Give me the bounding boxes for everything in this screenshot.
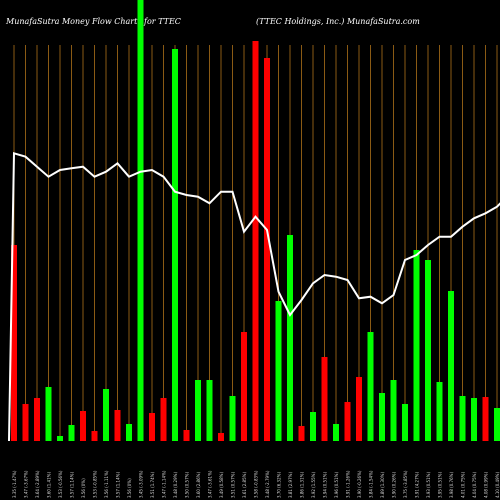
bar-green bbox=[402, 404, 408, 441]
x-tick-label: 3.90 (-0.26%) bbox=[357, 470, 362, 498]
x-tick-label: 3.56 (0%) bbox=[81, 478, 86, 498]
bar-red bbox=[482, 397, 489, 441]
bar-red bbox=[252, 41, 259, 441]
bar-green bbox=[206, 380, 213, 441]
x-tick-label: 3.51 (1.74%) bbox=[150, 472, 155, 498]
x-tick-label: 3.89 (1.30%) bbox=[380, 472, 385, 498]
price-line-group bbox=[8, 151, 500, 442]
bar-red bbox=[218, 433, 224, 441]
bar-red bbox=[160, 398, 167, 441]
bar-red bbox=[344, 402, 351, 441]
bar-red bbox=[149, 413, 155, 441]
x-tick-label: 3.98 (0.76%) bbox=[449, 472, 454, 498]
x-tick-label: 3.50 (0.57%) bbox=[185, 472, 190, 498]
chart-title-right: (TTEC Holdings, Inc.) MunafaSutra.com bbox=[256, 17, 420, 26]
bar-green bbox=[436, 382, 443, 441]
x-tick-label: 3.47 (-1.14%) bbox=[162, 470, 167, 498]
bar-green bbox=[459, 396, 466, 441]
bar-green bbox=[390, 380, 397, 441]
x-tick-label: 3.92 (1.55%) bbox=[311, 472, 316, 498]
bar-red bbox=[34, 398, 40, 441]
x-tick-label: 4.10 (0.49%) bbox=[495, 472, 500, 498]
bar-red bbox=[22, 404, 29, 441]
x-tick-label: 3.81 (2.97%) bbox=[288, 472, 293, 498]
x-tick-label: 4.01 (0.75%) bbox=[461, 472, 466, 498]
bar-green bbox=[367, 332, 374, 441]
bar-red bbox=[264, 58, 270, 441]
x-tick-label: 3.58 (-0.83%) bbox=[254, 470, 259, 498]
x-tick-label: 4.08 (0.99%) bbox=[484, 472, 489, 498]
x-tick-label: 3.90 (0.26%) bbox=[392, 472, 397, 498]
bar-red bbox=[241, 332, 247, 441]
bar-red bbox=[80, 411, 86, 441]
x-tick-label: 3.35 (-1.47%) bbox=[12, 470, 17, 498]
bar-red bbox=[11, 245, 17, 441]
chart-title-left: MunafaSutra Money Flow Charts for TTEC bbox=[5, 17, 181, 26]
x-tick-label: 3.53 (-0.85%) bbox=[93, 470, 98, 498]
x-tick-label: 3.56 (0%) bbox=[127, 478, 132, 498]
x-tick-label: 3.45 (-3.09%) bbox=[139, 470, 144, 498]
bar-green bbox=[229, 396, 236, 441]
bar-green bbox=[494, 408, 500, 441]
x-tick-label: 3.53 (-0.56%) bbox=[58, 470, 63, 498]
bar-green bbox=[172, 49, 178, 441]
x-tick-label: 3.60 (2.86%) bbox=[196, 472, 201, 498]
bar-red bbox=[321, 357, 328, 441]
x-tick-label: 3.48 (-2.79%) bbox=[265, 470, 270, 498]
bar-red bbox=[183, 430, 190, 441]
x-tick-label: 3.86 (1.31%) bbox=[300, 472, 305, 498]
x-tick-label: 3.95 (0.51%) bbox=[438, 472, 443, 498]
price-line bbox=[8, 151, 500, 442]
bar-red bbox=[298, 426, 305, 441]
x-tick-label: 3.91 (-1.26%) bbox=[346, 470, 351, 498]
x-tick-label: 3.75 (-3.85%) bbox=[403, 470, 408, 498]
x-tick-label: 3.57 (1.14%) bbox=[70, 472, 75, 498]
bar-green bbox=[68, 425, 75, 441]
x-tick-label: 3.48 (0.29%) bbox=[173, 472, 178, 498]
bar-green bbox=[310, 412, 316, 441]
x-tick-label: 3.94 (0.51%) bbox=[323, 472, 328, 498]
bar-green bbox=[413, 250, 420, 441]
x-tick-labels: 3.35 (-1.47%) 3.47 (-3.67%) 3.64 (-2.89%) 3… bbox=[12, 470, 500, 498]
bar-green bbox=[425, 260, 431, 441]
x-tick-label: 3.93 (0.51%) bbox=[426, 472, 431, 498]
x-tick-label: 3.47 (-3.67%) bbox=[24, 470, 29, 498]
bar-red bbox=[114, 410, 121, 441]
bar-green bbox=[275, 301, 282, 441]
x-tick-label: 3.57 (1.14%) bbox=[116, 472, 121, 498]
bar-green bbox=[126, 424, 132, 441]
x-tick-label: 3.47 (-3.61%) bbox=[208, 470, 213, 498]
x-tick-label: 3.49 (0.58%) bbox=[219, 472, 224, 498]
x-tick-label: 3.56 (-1.11%) bbox=[104, 470, 109, 498]
bar-green bbox=[57, 436, 63, 441]
x-tick-label: 4.04 (0.75%) bbox=[472, 472, 477, 498]
bar-green bbox=[45, 387, 52, 441]
x-tick-label: 3.70 (6.32%) bbox=[277, 472, 282, 498]
bar-red bbox=[91, 431, 98, 441]
bar-green bbox=[448, 291, 454, 441]
x-tick-label: 3.91 (4.27%) bbox=[415, 472, 420, 498]
bar-green bbox=[195, 380, 201, 441]
bar-green bbox=[287, 235, 293, 441]
x-tick-label: 3.60 (1.41%) bbox=[47, 472, 52, 498]
bar-green bbox=[379, 393, 385, 441]
x-tick-label: 3.51 (0.57%) bbox=[231, 472, 236, 498]
bar-green bbox=[137, 0, 144, 441]
bar-green bbox=[103, 389, 109, 441]
x-tick-label: 3.61 (2.85%) bbox=[242, 472, 247, 498]
x-tick-label: 3.64 (-2.89%) bbox=[35, 470, 40, 498]
bar-green bbox=[471, 398, 477, 441]
bar-green bbox=[333, 424, 339, 441]
bar-red bbox=[356, 377, 362, 441]
x-tick-label: 3.96 (0.51%) bbox=[334, 472, 339, 498]
x-tick-label: 3.84 (-1.54%) bbox=[369, 470, 374, 498]
bars-group bbox=[11, 0, 500, 441]
